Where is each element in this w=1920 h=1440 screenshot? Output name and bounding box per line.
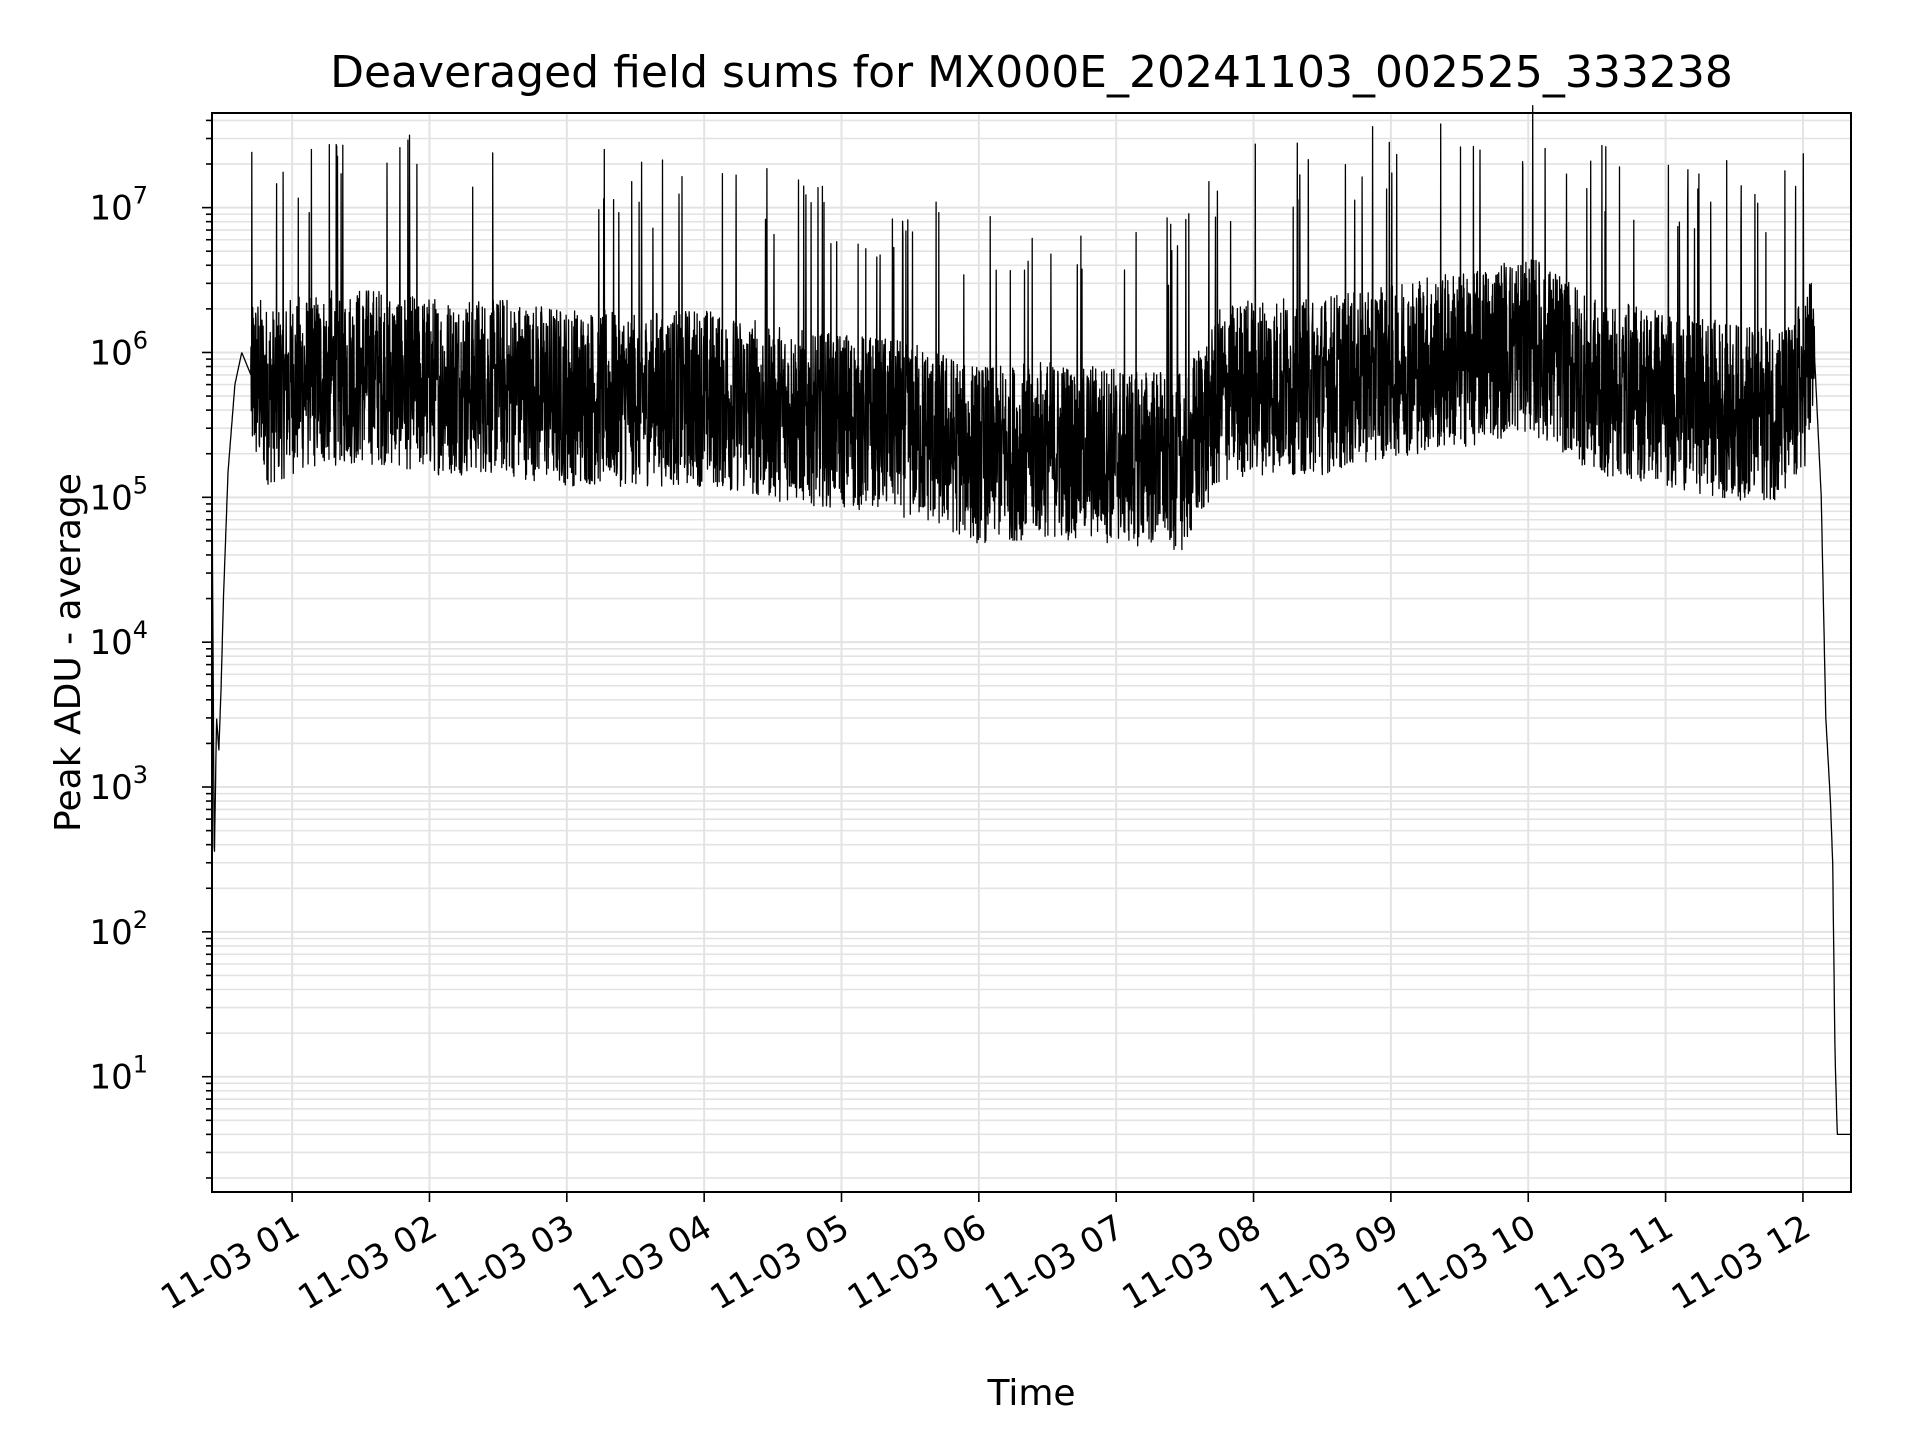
y-tick-label: 102 [89,906,148,953]
series-path [211,104,1852,1136]
y-tick-label: 105 [89,471,148,518]
grid [212,113,1851,1192]
y-tick-exponent: 3 [133,761,148,789]
x-axis-label: Time [986,1373,1075,1414]
plot-area-frame [211,112,1852,1193]
y-tick-base: 10 [89,478,132,518]
y-tick-label: 104 [89,616,148,663]
y-tick-exponent: 6 [133,326,148,354]
y-tick-exponent: 5 [133,471,148,499]
series-line [211,104,1852,1136]
y-tick-label: 106 [89,326,148,373]
y-tick-exponent: 7 [133,182,148,210]
chart-title: Deaveraged field sums for MX000E_2024110… [330,47,1733,98]
y-tick-base: 10 [89,913,132,953]
y-tick-base: 10 [89,1058,132,1098]
y-tick-exponent: 4 [133,616,148,644]
y-tick-base: 10 [89,333,132,373]
y-axis-label: Peak ADU - average [48,473,89,832]
y-tick-exponent: 1 [133,1051,148,1079]
y-tick-label: 101 [89,1051,148,1098]
y-tick-label: 103 [89,761,148,808]
y-tick-base: 10 [89,768,132,808]
y-tick-exponent: 2 [133,906,148,934]
y-tick-label: 107 [89,182,148,229]
y-tick-base: 10 [89,623,132,663]
y-tick-base: 10 [89,189,132,229]
